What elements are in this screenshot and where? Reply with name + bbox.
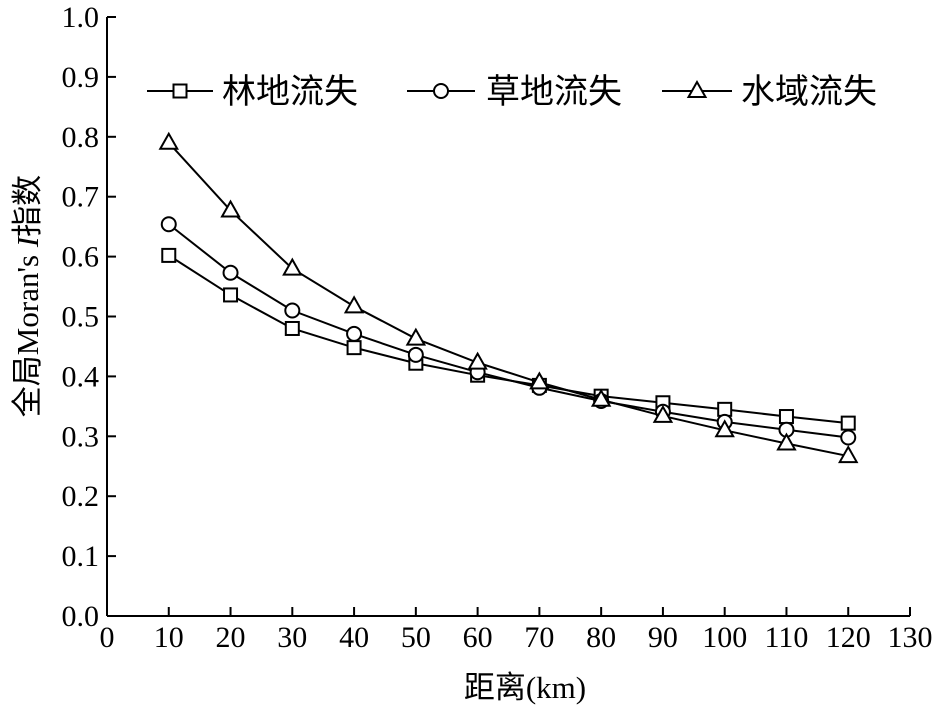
axes: 0 10 20 30 40 50 60 70 80 90 100 110 120 130 0.0 0.1 0.2… xyxy=(62,1,933,654)
data-point xyxy=(776,432,797,451)
x-tick-label: 40 xyxy=(339,621,369,654)
y-tick-label: 1.0 xyxy=(62,1,100,34)
x-tick-label: 20 xyxy=(216,621,246,654)
legend-label: 林地流失 xyxy=(222,72,358,112)
y-axis-label: 全局Moran's I指数 xyxy=(10,175,45,417)
x-tick-label: 50 xyxy=(401,621,431,654)
data-point xyxy=(284,320,300,336)
y-tick-label: 0.8 xyxy=(62,121,100,154)
data-point xyxy=(714,419,735,438)
y-tick-label: 0.4 xyxy=(62,360,100,393)
x-tick-label: 80 xyxy=(586,621,616,654)
x-tick-label: 90 xyxy=(648,621,678,654)
data-point xyxy=(652,404,674,423)
data-point xyxy=(840,429,857,446)
data-point xyxy=(590,388,612,407)
legend-marker xyxy=(172,83,188,99)
series-line xyxy=(168,223,849,439)
legend-item: 林地流失 xyxy=(147,72,358,112)
data-point xyxy=(346,340,362,356)
data-point xyxy=(343,295,365,314)
y-axis-label-italic: I xyxy=(10,235,45,248)
x-tick-label: 110 xyxy=(765,621,809,654)
data-point xyxy=(467,351,488,370)
legend-item: 水域流失 xyxy=(662,72,877,112)
y-tick-label: 0.9 xyxy=(62,61,100,94)
data-point xyxy=(840,415,856,431)
series-line xyxy=(168,142,849,458)
y-tick-label: 0.3 xyxy=(62,420,100,453)
x-tick-label: 30 xyxy=(277,621,307,654)
x-tick-label: 130 xyxy=(888,621,933,654)
data-point xyxy=(778,409,794,425)
legend-label: 草地流失 xyxy=(486,72,622,112)
y-axis-label-suffix: 指数 xyxy=(10,175,45,237)
x-tick-label: 10 xyxy=(154,621,184,654)
data-point xyxy=(161,247,177,263)
data-point xyxy=(838,445,859,464)
x-tick-label: 100 xyxy=(702,621,747,654)
data-point xyxy=(158,131,179,150)
data-point xyxy=(223,287,239,303)
data-point xyxy=(282,257,303,276)
legend-label: 水域流失 xyxy=(741,72,877,112)
data-point xyxy=(717,401,733,417)
data-point xyxy=(222,264,239,281)
data-point xyxy=(407,346,424,363)
y-tick-label: 0.6 xyxy=(62,241,100,274)
data-point xyxy=(284,302,301,319)
data-point xyxy=(160,216,177,233)
y-tick-label: 0.5 xyxy=(62,301,100,334)
data-point xyxy=(346,325,363,342)
x-tick-label: 70 xyxy=(524,621,554,654)
y-tick-label: 0.2 xyxy=(62,480,100,513)
series-square xyxy=(161,247,856,431)
x-tick-label: 0 xyxy=(100,621,115,654)
series-triangle xyxy=(158,131,859,464)
x-tick-label: 60 xyxy=(463,621,493,654)
x-tick-label: 120 xyxy=(826,621,871,654)
legend: 林地流失 草地流失 水域流失 xyxy=(147,72,877,112)
y-tick-label: 0.0 xyxy=(62,600,100,633)
legend-item: 草地流失 xyxy=(407,72,622,112)
y-axis-label-prefix: 全局Moran's xyxy=(10,247,45,417)
series-circle xyxy=(160,216,857,446)
series-line xyxy=(168,254,849,425)
y-tick-label: 0.1 xyxy=(62,540,100,573)
legend-marker xyxy=(686,79,708,98)
data-point xyxy=(220,199,241,218)
data-point xyxy=(529,371,550,390)
data-point xyxy=(405,327,427,346)
plot-series xyxy=(158,131,859,464)
legend-marker xyxy=(433,83,449,99)
y-tick-label: 0.7 xyxy=(62,181,100,214)
x-axis-label: 距离(km) xyxy=(464,670,586,705)
